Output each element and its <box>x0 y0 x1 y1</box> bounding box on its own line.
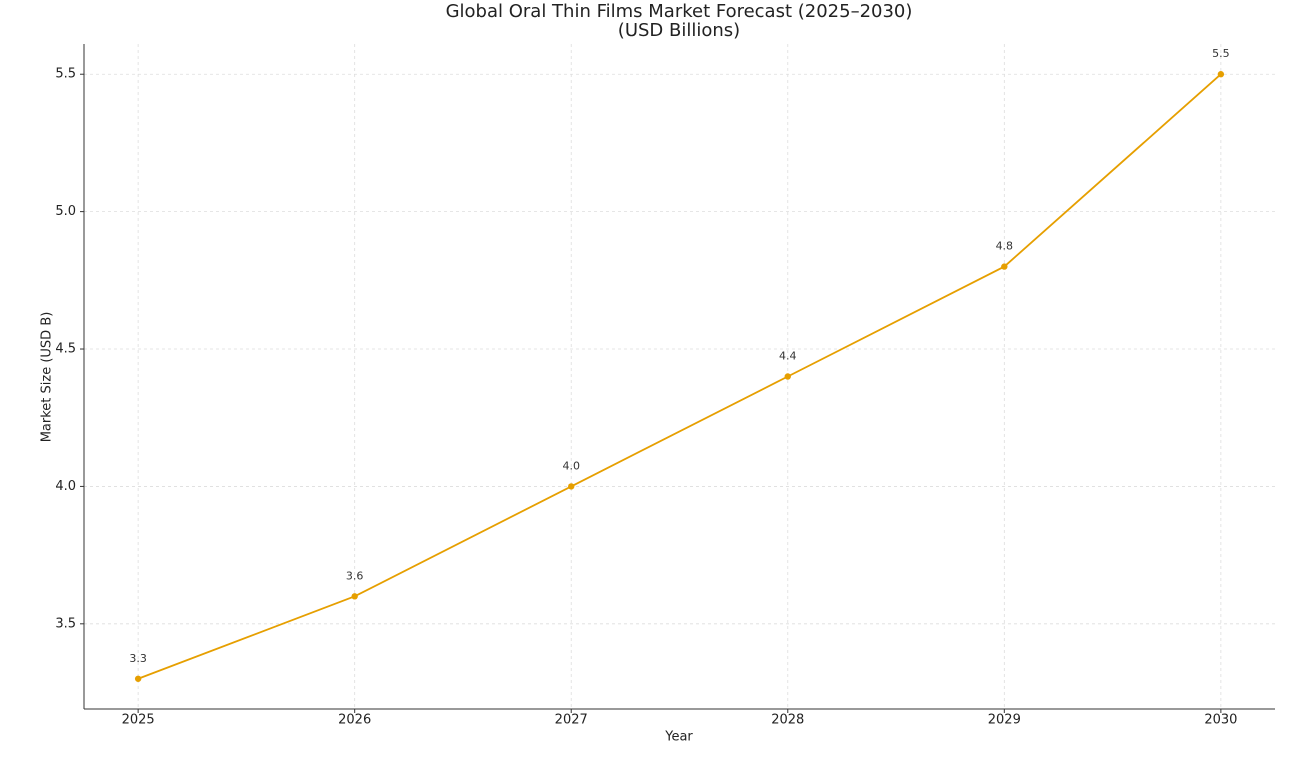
x-tick-label: 2026 <box>338 713 371 728</box>
x-tick-label: 2029 <box>988 713 1021 728</box>
y-tick-label: 3.5 <box>55 616 76 631</box>
y-tick-label: 5.5 <box>55 67 76 82</box>
line <box>137 73 1222 680</box>
data-label: 3.3 <box>129 652 147 665</box>
data-label: 4.4 <box>779 350 797 363</box>
x-tick-label: 2028 <box>771 713 804 728</box>
x-tick-label: 2025 <box>122 713 155 728</box>
point <box>784 373 791 380</box>
point <box>351 593 358 600</box>
x-tick-label: 2030 <box>1204 713 1237 728</box>
data-label: 4.8 <box>996 240 1014 253</box>
chart-title: Global Oral Thin Films Market Forecast (… <box>446 1 913 22</box>
y-tick-label: 5.0 <box>55 204 76 219</box>
x-tick-label: 2027 <box>555 713 588 728</box>
y-tick-label: 4.0 <box>55 479 76 494</box>
y-tick-label: 4.5 <box>55 342 76 357</box>
x-axis-label: Year <box>664 730 693 745</box>
data-label: 4.0 <box>562 459 580 472</box>
point <box>1217 71 1225 78</box>
y-axis-label: Market Size (USD B) <box>40 312 55 443</box>
chart-subtitle: (USD Billions) <box>618 20 740 41</box>
point <box>134 675 142 682</box>
point <box>1001 263 1008 270</box>
point <box>568 483 575 490</box>
data-label: 5.5 <box>1212 47 1230 60</box>
data-label: 3.6 <box>346 569 364 582</box>
